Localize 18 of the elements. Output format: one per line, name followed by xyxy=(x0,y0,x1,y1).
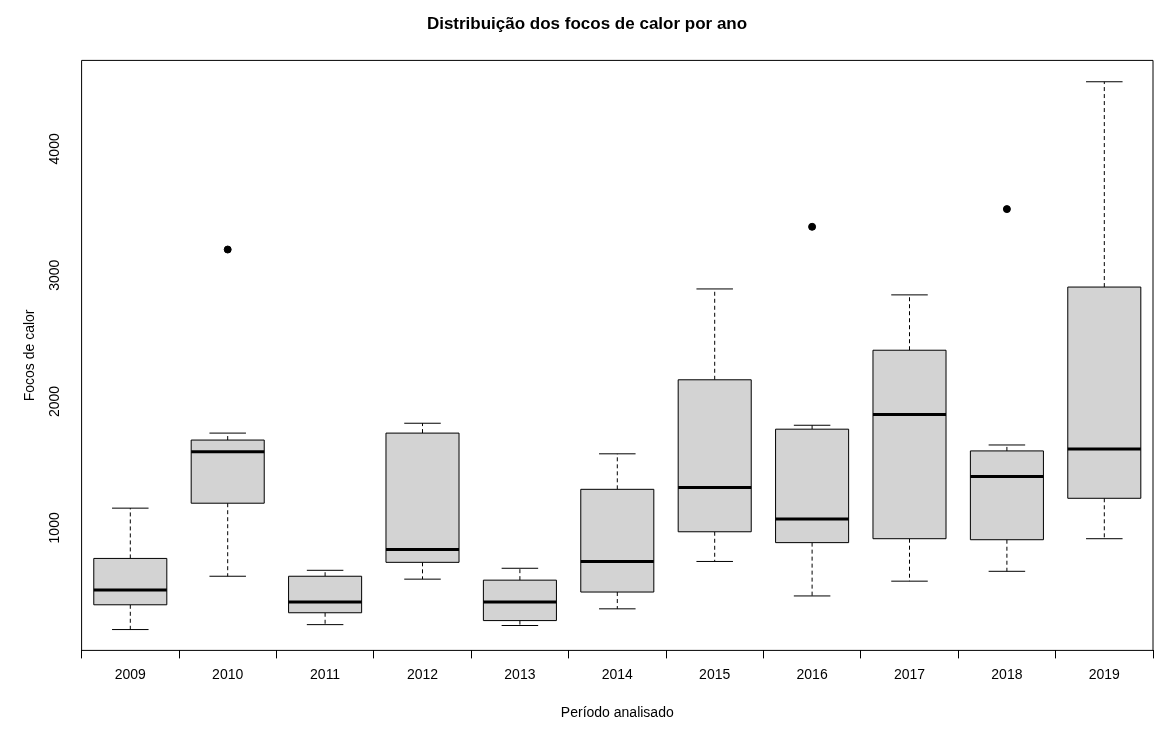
y-tick-label: 3000 xyxy=(45,259,62,291)
chart-title: Distribuição dos focos de calor por ano xyxy=(426,13,748,33)
x-axis-title: Período analisado xyxy=(560,704,674,721)
x-tick-label: 2019 xyxy=(1088,665,1121,682)
x-tick-label: 2018 xyxy=(991,665,1023,682)
x-tick-label: 2016 xyxy=(796,665,828,682)
x-tick-label: 2014 xyxy=(601,665,634,682)
x-tick-label: 2011 xyxy=(310,665,341,682)
y-tick-label: 4000 xyxy=(45,133,62,165)
x-tick-label: 2012 xyxy=(406,665,439,682)
y-axis-title: Focos de calor xyxy=(21,309,38,402)
x-tick-label: 2013 xyxy=(504,665,536,682)
x-tick-label: 2015 xyxy=(699,665,731,682)
y-tick-label: 2000 xyxy=(45,385,62,418)
x-tick-label: 2010 xyxy=(212,665,244,682)
x-tick-label: 2009 xyxy=(114,665,147,682)
y-tick-label: 1000 xyxy=(45,512,62,544)
x-tick-label: 2017 xyxy=(893,665,926,682)
